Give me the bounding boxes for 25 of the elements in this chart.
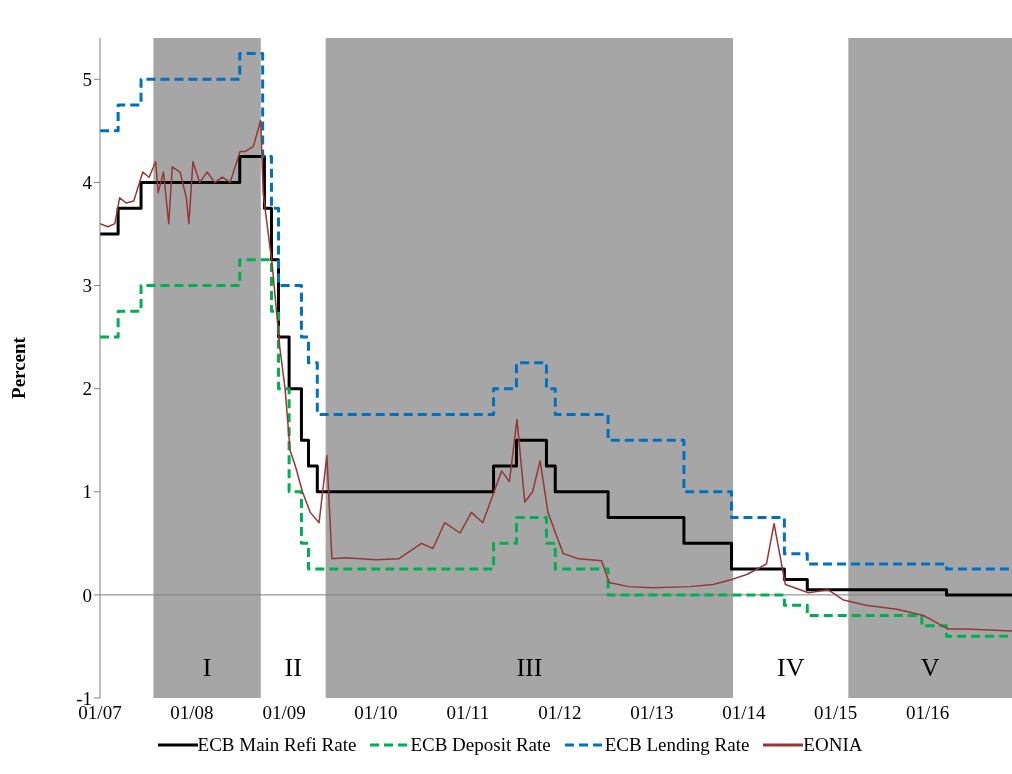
x-tick-label: 01/14 <box>722 702 766 724</box>
legend-label: EONIA <box>803 734 863 756</box>
x-tick-label: 01/12 <box>538 702 582 724</box>
band-label: V <box>920 653 940 682</box>
legend-label: ECB Main Refi Rate <box>197 734 357 756</box>
legend-label: ECB Deposit Rate <box>410 734 551 756</box>
x-tick-label: 01/10 <box>354 702 398 724</box>
x-tick-label: 01/08 <box>170 702 214 724</box>
y-tick-label: 3 <box>82 275 92 297</box>
legend-label: ECB Lending Rate <box>604 734 750 756</box>
band-label: II <box>284 653 302 682</box>
y-axis-title: Percent <box>7 336 29 399</box>
band-label: III <box>516 653 543 682</box>
y-tick-label: 1 <box>82 481 92 503</box>
y-tick-label: 2 <box>82 378 92 400</box>
y-tick-label: 4 <box>82 172 93 194</box>
x-tick-label: 01/13 <box>630 702 674 724</box>
x-tick-label: 01/15 <box>814 702 858 724</box>
x-tick-label: 01/09 <box>262 702 306 724</box>
x-tick-label: 01/16 <box>906 702 950 724</box>
y-tick-label: 5 <box>82 69 92 90</box>
band-label: IV <box>777 653 805 682</box>
y-tick-label: 0 <box>82 584 92 606</box>
band-label: I <box>202 653 212 682</box>
x-tick-label: 01/11 <box>446 702 490 724</box>
